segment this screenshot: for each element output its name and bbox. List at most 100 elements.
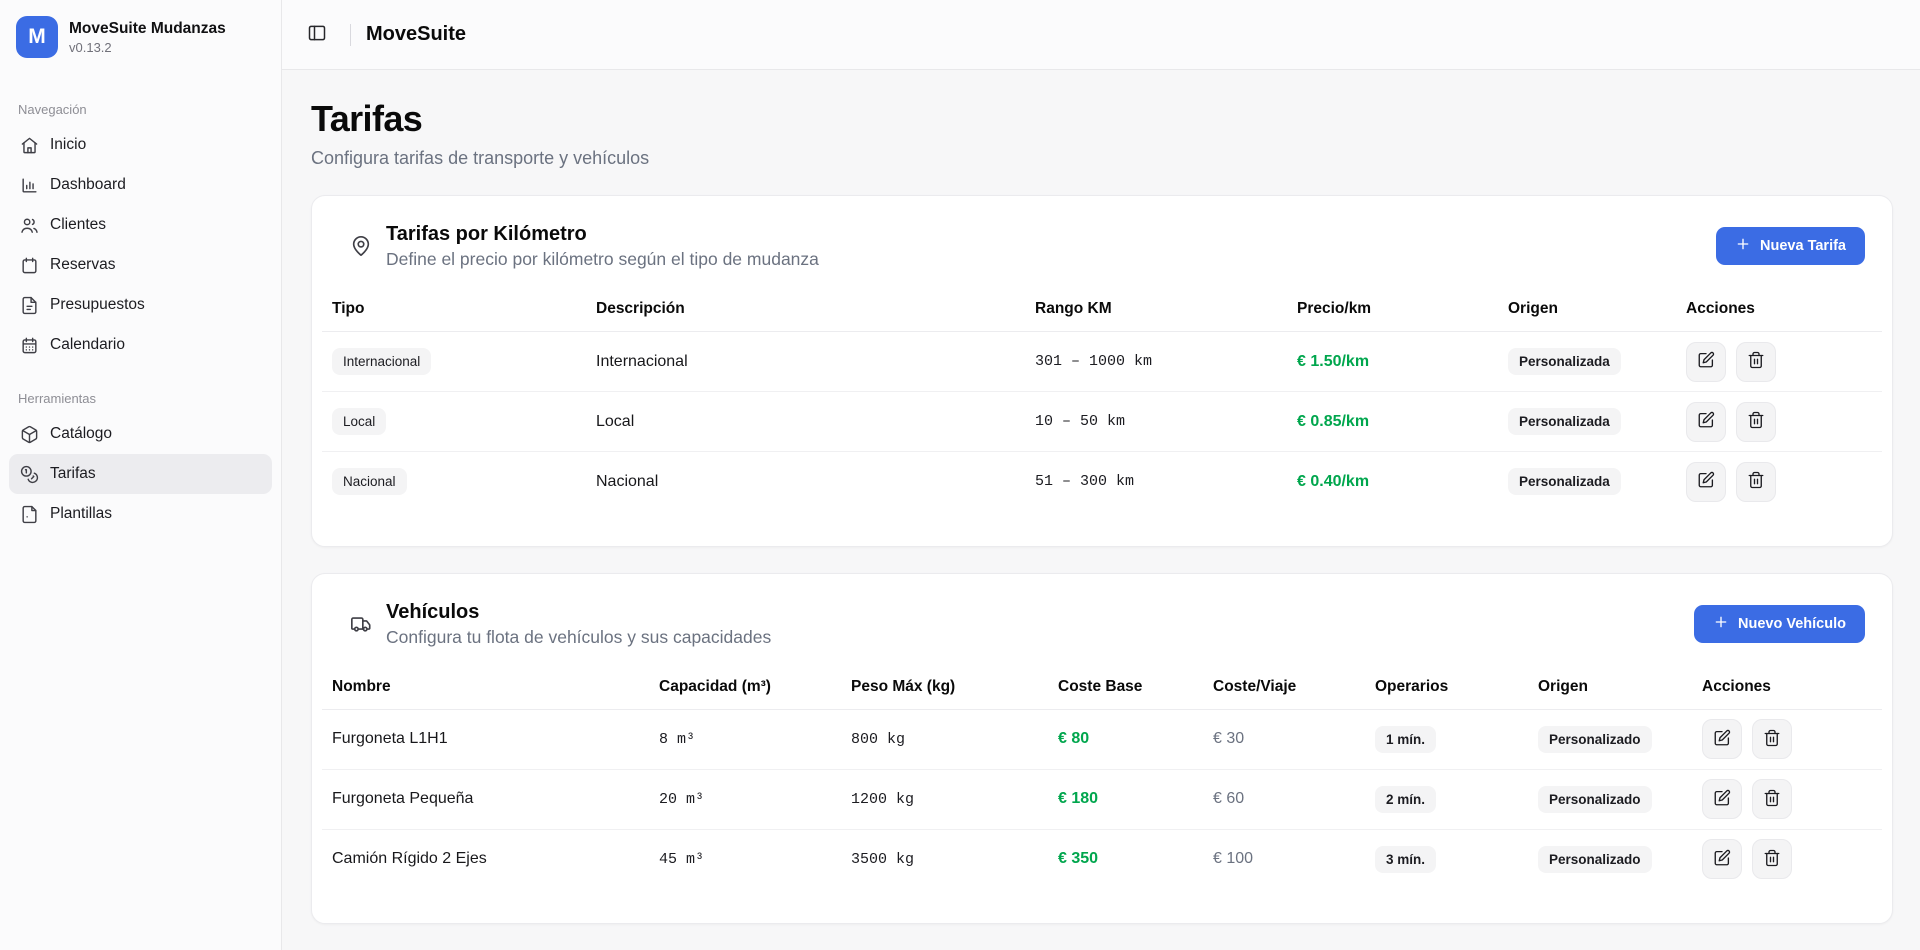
column-header-coste-viaje: Coste/Viaje (1213, 677, 1297, 695)
precio-cell: € 0.85/km (1297, 412, 1370, 430)
edit-icon (1697, 411, 1715, 432)
file-icon (20, 505, 39, 524)
nombre-cell: Furgoneta Pequeña (332, 790, 474, 807)
app-brand: M MoveSuite Mudanzas v0.13.2 (0, 0, 281, 72)
edit-icon (1697, 351, 1715, 372)
edit-button[interactable] (1686, 341, 1726, 382)
file-text-icon (20, 296, 39, 315)
coste-viaje-cell: € 100 (1213, 850, 1254, 868)
app-name: MoveSuite Mudanzas (69, 20, 226, 38)
sidebar-section-tools: Herramientas (18, 391, 97, 406)
sidebar-item-dashboard[interactable]: Dashboard (9, 165, 272, 205)
sidebar-nav-tools: Catálogo Tarifas Plantillas (0, 414, 281, 534)
panel-left-icon (307, 23, 327, 46)
sidebar-item-catalogo[interactable]: Catálogo (9, 414, 272, 454)
chart-column-icon (20, 176, 39, 195)
sidebar-item-label: Catálogo (50, 425, 113, 442)
edit-button[interactable] (1686, 461, 1726, 502)
table-row: Furgoneta L1H1 8 m³ 800 kg € 80 € 30 1 m… (322, 709, 1882, 769)
origen-badge: Personalizada (1508, 468, 1621, 496)
vehicles-table: Nombre Capacidad (m³) Peso Máx (kg) Cost… (322, 664, 1882, 890)
tariffs-table: Tipo Descripción Rango KM Precio/km Orig… (322, 286, 1882, 512)
nombre-cell: Furgoneta L1H1 (332, 730, 448, 747)
column-header-precio: Precio/km (1297, 300, 1372, 317)
delete-button[interactable] (1752, 839, 1792, 880)
capacidad-cell: 8 m³ (659, 730, 696, 748)
users-icon (20, 216, 39, 235)
plus-icon (1735, 236, 1751, 256)
edit-button[interactable] (1686, 401, 1726, 442)
tariffs-card-subtitle: Define el precio por kilómetro según el … (386, 249, 819, 269)
coste-viaje-cell: € 60 (1213, 790, 1245, 807)
app-logo: M (16, 16, 58, 58)
app-version: v0.13.2 (69, 39, 112, 55)
column-header-capacidad: Capacidad (m³) (659, 677, 771, 695)
trash-icon (1747, 471, 1765, 492)
coste-base-cell: € 180 (1058, 790, 1099, 807)
map-pin-icon (350, 235, 372, 257)
edit-icon (1713, 849, 1731, 870)
column-header-operarios: Operarios (1375, 677, 1449, 695)
header-title: MoveSuite (366, 23, 467, 45)
trash-icon (1747, 411, 1765, 432)
package-icon (20, 425, 39, 444)
header-divider (350, 23, 351, 46)
delete-button[interactable] (1752, 719, 1792, 759)
column-header-nombre: Nombre (332, 677, 391, 695)
tariffs-card: Tarifas por Kilómetro Define el precio p… (311, 195, 1893, 547)
origen-badge: Personalizada (1508, 348, 1621, 375)
sidebar-section-navigation: Navegación (18, 102, 87, 117)
sidebar-item-label: Tarifas (50, 465, 96, 482)
vehicles-card-title: Vehículos (386, 600, 480, 623)
table-row: Internacional Internacional 301 – 1000 k… (322, 332, 1882, 392)
trash-icon (1763, 789, 1781, 810)
new-vehicle-button[interactable]: Nuevo Vehículo (1694, 604, 1865, 643)
peso-cell: 3500 kg (851, 850, 915, 868)
edit-button[interactable] (1702, 839, 1742, 880)
sidebar-item-label: Plantillas (50, 505, 113, 522)
sidebar-item-tarifas[interactable]: Tarifas (9, 454, 272, 494)
column-header-rango: Rango KM (1035, 300, 1112, 317)
new-tariff-button[interactable]: Nueva Tarifa (1716, 227, 1865, 265)
trash-icon (1747, 351, 1765, 372)
operarios-badge: 1 mín. (1375, 725, 1437, 753)
coste-viaje-cell: € 30 (1213, 730, 1245, 747)
delete-button[interactable] (1736, 341, 1776, 382)
sidebar-item-calendario[interactable]: Calendario (9, 325, 272, 365)
sidebar-item-label: Inicio (50, 136, 87, 153)
delete-button[interactable] (1736, 401, 1776, 442)
edit-button[interactable] (1702, 779, 1742, 819)
sidebar-item-inicio[interactable]: Inicio (9, 125, 272, 165)
coste-base-cell: € 80 (1058, 730, 1090, 747)
sidebar-item-label: Presupuestos (50, 296, 145, 313)
page-subtitle: Configura tarifas de transporte y vehícu… (311, 148, 650, 168)
rango-cell: 10 – 50 km (1035, 413, 1126, 430)
descripcion-cell: Nacional (596, 472, 659, 490)
edit-button[interactable] (1702, 719, 1742, 759)
sidebar-item-label: Clientes (50, 216, 106, 233)
table-row: Local Local 10 – 50 km € 0.85/km Persona… (322, 392, 1882, 452)
sidebar-toggle-button[interactable] (299, 17, 335, 53)
sidebar-item-clientes[interactable]: Clientes (9, 205, 272, 245)
coins-icon (20, 465, 39, 484)
delete-button[interactable] (1736, 461, 1776, 502)
sidebar-item-plantillas[interactable]: Plantillas (9, 494, 272, 534)
column-header-peso: Peso Máx (kg) (851, 677, 956, 695)
column-header-acciones: Acciones (1702, 677, 1771, 695)
table-row: Camión Rígido 2 Ejes 45 m³ 3500 kg € 350… (322, 829, 1882, 889)
trash-icon (1763, 849, 1781, 870)
origen-badge: Personalizado (1538, 785, 1652, 813)
main-content: Tarifas Configura tarifas de transporte … (282, 70, 1920, 950)
sidebar-item-label: Dashboard (50, 176, 126, 193)
sidebar-item-presupuestos[interactable]: Presupuestos (9, 285, 272, 325)
operarios-badge: 2 mín. (1375, 785, 1437, 813)
tipo-badge: Local (332, 408, 387, 435)
column-header-origen: Origen (1508, 300, 1558, 317)
delete-button[interactable] (1752, 779, 1792, 819)
column-header-tipo: Tipo (332, 300, 365, 317)
table-row: Nacional Nacional 51 – 300 km € 0.40/km … (322, 452, 1882, 512)
peso-cell: 800 kg (851, 730, 906, 748)
sidebar-item-reservas[interactable]: Reservas (9, 245, 272, 285)
edit-icon (1697, 471, 1715, 492)
operarios-badge: 3 mín. (1375, 845, 1437, 873)
